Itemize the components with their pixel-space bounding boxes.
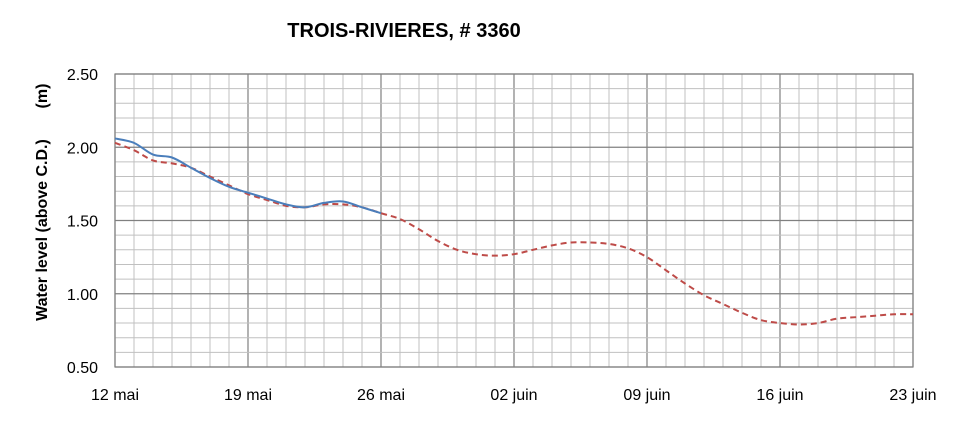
x-tick-label: 09 juin: [623, 387, 670, 404]
chart-title: TROIS-RIVIERES, # 3360: [287, 20, 520, 42]
y-axis-unit: (m): [34, 84, 51, 109]
x-tick-label: 02 juin: [490, 387, 537, 404]
series-line-solid: [114, 137, 382, 215]
y-tick-label: 1.50: [67, 214, 98, 231]
x-tick-label: 16 juin: [756, 387, 803, 404]
y-tick-labels: 0.50 1.00 1.50 2.00 2.50: [67, 67, 98, 377]
y-tick-label: 2.00: [67, 140, 98, 157]
series-line-dashed: [114, 141, 914, 326]
x-tick-label: 26 mai: [357, 387, 405, 404]
y-tick-label: 2.50: [67, 67, 98, 84]
y-tick-label: 1.00: [67, 287, 98, 304]
x-tick-label: 19 mai: [224, 387, 272, 404]
grid: [114, 73, 914, 368]
plot-frame: [114, 73, 914, 368]
y-tick-label: 0.50: [67, 360, 98, 377]
x-tick-label: 23 juin: [889, 387, 936, 404]
y-axis-label: Water level (above C.D.): [34, 139, 51, 321]
x-tick-labels: 12 mai 19 mai 26 mai 02 juin 09 juin 16 juin 2…: [91, 387, 937, 404]
x-tick-label: 12 mai: [91, 387, 139, 404]
series-group: [114, 137, 914, 326]
